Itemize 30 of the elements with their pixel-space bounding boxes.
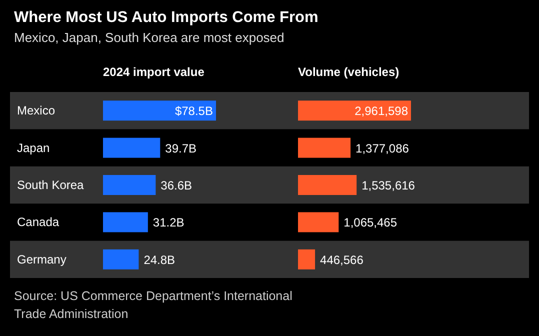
data-label: 36.6B — [160, 178, 192, 192]
bar — [298, 212, 339, 232]
data-label: 2,961,598 — [354, 104, 408, 118]
data-label: 31.2B — [152, 216, 184, 230]
bar — [103, 100, 216, 121]
bar — [298, 138, 351, 158]
data-label: 1,065,465 — [344, 216, 398, 230]
bar — [103, 175, 156, 195]
data-label: 1,377,086 — [356, 141, 410, 156]
bar — [298, 175, 357, 195]
y-tick-label: Mexico — [17, 104, 56, 118]
bar — [103, 212, 148, 232]
data-label: 1,535,616 — [362, 178, 416, 192]
source-note: Source: US Commerce Department’s International Trade Administration — [14, 289, 292, 321]
data-label: 39.7B — [165, 141, 197, 156]
bar — [103, 138, 160, 158]
y-tick-label: South Korea — [17, 178, 84, 192]
data-label: 24.8B — [144, 252, 176, 267]
y-tick-label: Japan — [17, 140, 50, 155]
y-tick-label: Canada — [17, 215, 60, 230]
text: Where Most US Auto Imports Come From — [14, 9, 318, 26]
bar — [103, 249, 139, 270]
text: Mexico, Japan, South Korea are most exposed — [14, 30, 284, 45]
data-label: 446,566 — [320, 252, 364, 267]
y-tick-label: Germany — [17, 252, 66, 266]
data-label: $78.5B — [174, 104, 213, 118]
chart-title: 2024 import value — [103, 65, 205, 79]
bar — [298, 100, 411, 121]
chart-title: Volume (vehicles) — [298, 65, 400, 79]
bar — [298, 249, 316, 270]
